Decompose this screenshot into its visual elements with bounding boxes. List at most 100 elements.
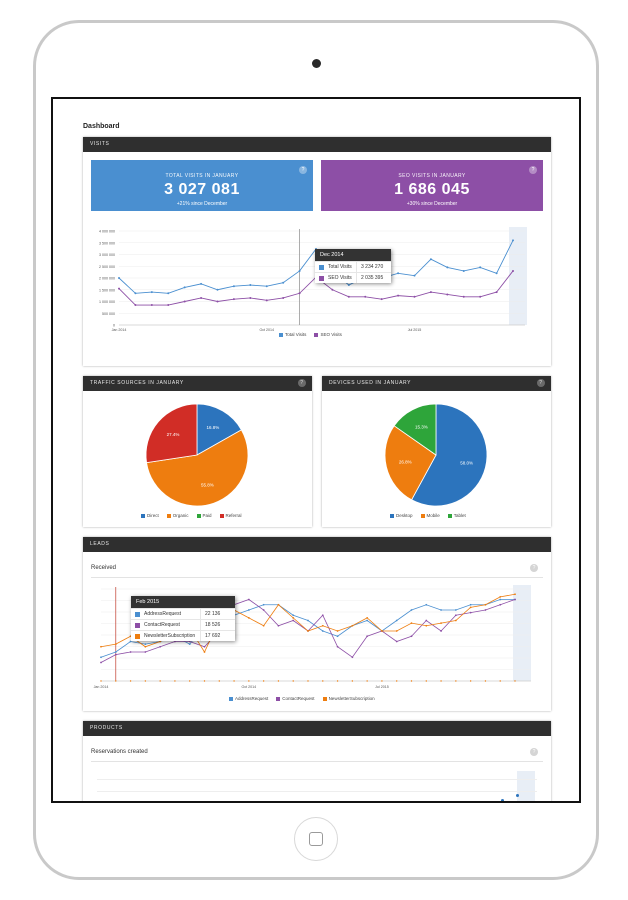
- help-icon[interactable]: ?: [298, 379, 306, 387]
- legend-item[interactable]: Tablet: [447, 513, 466, 518]
- y-tick-label: 0: [113, 324, 115, 328]
- data-point: [262, 609, 265, 611]
- data-point: [366, 635, 369, 638]
- data-point: [321, 614, 324, 617]
- traffic-legend: Direct Organic Paid Referral: [141, 513, 242, 518]
- legend-label: NewsletterSubscription: [328, 696, 375, 701]
- traffic-sources-panel: TRAFFIC SOURCES IN JANUARY? 16.8% 55.8% 27…: [83, 376, 312, 527]
- legend-label: Tablet: [453, 513, 466, 518]
- home-button[interactable]: [294, 817, 338, 861]
- data-point: [446, 266, 449, 269]
- legend-item[interactable]: AddressRequest: [229, 696, 268, 701]
- x-tick-label: Jan 2014: [112, 328, 127, 332]
- data-point: [366, 619, 369, 622]
- y-tick-label: 1 000 000: [99, 300, 115, 304]
- data-point: [100, 645, 102, 648]
- data-point: [200, 282, 203, 285]
- legend-label: Desktop: [396, 513, 413, 518]
- legend-item[interactable]: Mobile: [420, 513, 440, 518]
- data-point: [298, 292, 301, 295]
- visits-legend: Total Visits SEO Visits: [279, 332, 342, 337]
- data-point: [307, 619, 309, 622]
- data-point: [277, 603, 280, 606]
- data-point: [249, 296, 252, 299]
- pie-slice-tablet: [393, 403, 437, 456]
- baseline-point: [159, 680, 161, 682]
- data-point: [144, 643, 147, 646]
- help-icon[interactable]: ?: [530, 564, 538, 572]
- data-point: [100, 661, 102, 664]
- data-point: [277, 624, 280, 627]
- data-point: [118, 287, 120, 290]
- data-point: [462, 269, 465, 272]
- tooltip-row: Total Visits 3 234 270: [315, 261, 391, 272]
- help-icon[interactable]: ?: [529, 166, 537, 174]
- data-point: [114, 643, 117, 646]
- data-point: [499, 598, 502, 601]
- data-point: [484, 609, 487, 611]
- legend-item[interactable]: Direct: [141, 513, 159, 518]
- legend-item[interactable]: Organic: [166, 513, 189, 518]
- legend-item[interactable]: Total Visits: [279, 332, 306, 337]
- legend-item[interactable]: SEO Visits: [314, 332, 342, 337]
- data-point: [413, 274, 416, 277]
- help-icon[interactable]: ?: [537, 379, 545, 387]
- tooltip-series-value: 18 526: [200, 620, 235, 630]
- data-point: [440, 609, 442, 611]
- tooltip-row: NewsletterSubscription 17 692: [131, 630, 235, 641]
- data-point: [114, 651, 117, 653]
- pie-slice-label: 26.8%: [399, 460, 412, 465]
- products-chart-point: [516, 794, 519, 797]
- y-tick-label: 500 000: [102, 312, 115, 316]
- legend-swatch: [319, 264, 324, 270]
- pie-slice-organic: [146, 429, 249, 507]
- data-point: [469, 611, 472, 614]
- data-point: [347, 295, 350, 298]
- legend-swatch: [219, 513, 224, 518]
- legend-item[interactable]: Referral: [219, 513, 242, 518]
- data-point: [454, 614, 457, 617]
- data-point: [134, 304, 137, 307]
- data-point: [249, 284, 252, 287]
- baseline-point: [469, 680, 472, 682]
- data-point: [247, 616, 250, 619]
- page-title: Dashboard: [83, 123, 120, 130]
- data-point: [144, 651, 147, 653]
- legend-item[interactable]: Paid: [196, 513, 212, 518]
- data-point: [129, 651, 132, 653]
- legend-item[interactable]: ContactRequest: [276, 696, 315, 701]
- data-point: [395, 619, 398, 622]
- devices-legend: Desktop Mobile Tablet: [390, 513, 466, 518]
- baseline-point: [218, 680, 220, 682]
- data-point: [462, 295, 465, 298]
- data-point: [298, 269, 301, 272]
- legend-label: Mobile: [426, 513, 440, 518]
- data-point: [247, 598, 250, 601]
- pie-slice-referral: [145, 403, 198, 464]
- legend-label: AddressRequest: [235, 696, 269, 701]
- tooltip-series-name: Total Visits: [328, 264, 352, 270]
- traffic-pie-chart: 16.8% 55.8% 27.4%: [145, 403, 249, 507]
- chart-highlight-band: [509, 227, 527, 325]
- products-panel-header: PRODUCTS: [83, 721, 551, 736]
- legend-swatch: [229, 696, 233, 701]
- divider: [91, 577, 543, 578]
- legend-swatch: [447, 513, 452, 518]
- total-visits-title: TOTAL VISITS IN JANUARY: [165, 173, 239, 179]
- baseline-point: [351, 680, 354, 682]
- baseline-point: [203, 680, 206, 682]
- help-icon[interactable]: ?: [530, 748, 538, 756]
- baseline-point: [455, 680, 457, 682]
- tooltip-series-name: SEO Visits: [328, 275, 352, 281]
- legend-item[interactable]: Desktop: [390, 513, 413, 518]
- legend-item[interactable]: NewsletterSubscription: [322, 696, 375, 701]
- leads-legend: AddressRequest ContactRequest Newsletter…: [229, 696, 375, 701]
- legend-swatch: [279, 332, 283, 337]
- baseline-point: [233, 680, 235, 682]
- tooltip-series-value: 22 136: [200, 609, 235, 619]
- products-chart-gridline: [97, 779, 537, 780]
- data-point: [479, 266, 482, 269]
- help-icon[interactable]: ?: [299, 166, 307, 174]
- data-point: [282, 296, 285, 299]
- devices-panel-header: DEVICES USED IN JANUARY?: [322, 376, 551, 391]
